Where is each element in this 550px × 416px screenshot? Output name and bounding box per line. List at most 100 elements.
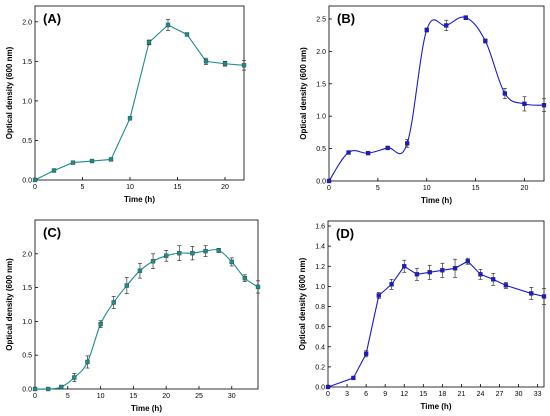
y-axis-label: Optical density (600 nm) — [299, 47, 308, 140]
x-tick-label: 0 — [327, 185, 331, 192]
data-point — [491, 277, 496, 282]
data-point — [242, 275, 248, 281]
x-tick-label: 20 — [221, 184, 229, 191]
panel-b: 0 5 10 15 20 0.0 0.5 1.0 1.5 2.0 2.5 Time (h) Optica… — [299, 5, 547, 205]
y-tick-label: 0.0 — [22, 387, 32, 394]
data-point — [405, 141, 410, 146]
data-point — [32, 386, 38, 392]
data-point — [376, 293, 381, 298]
y-tick-label: 1.4 — [315, 244, 325, 251]
data-point — [465, 259, 470, 264]
data-point — [72, 375, 77, 380]
y-tick-label: 0.5 — [22, 138, 32, 145]
data-point — [522, 101, 527, 107]
x-tick-label: 15 — [129, 393, 137, 400]
data-point — [541, 103, 547, 108]
data-point — [463, 15, 468, 20]
data-point — [229, 259, 234, 265]
data-point — [326, 178, 332, 184]
data-point — [146, 40, 152, 45]
data-point — [502, 91, 508, 96]
data-point — [444, 23, 449, 28]
x-tick-label: 5 — [81, 184, 85, 191]
x-axis-label: Time (h) — [124, 195, 155, 204]
data-point — [127, 116, 133, 121]
y-tick-label: 0.2 — [315, 364, 325, 371]
panel-label: (B) — [337, 11, 355, 26]
x-tick-label: 0 — [326, 391, 330, 398]
y-tick-label: 0.6 — [315, 324, 325, 331]
data-point — [365, 150, 371, 156]
plot-frame — [34, 5, 245, 181]
y-tick-label: 2.5 — [316, 16, 326, 23]
data-point — [108, 157, 114, 162]
x-tick-label: 9 — [383, 391, 387, 398]
x-tick-label: 15 — [174, 184, 182, 191]
data-point — [184, 32, 190, 37]
x-tick-label: 33 — [534, 391, 542, 398]
data-point — [414, 272, 420, 277]
plot-frame — [328, 5, 545, 182]
data-point — [216, 248, 221, 253]
y-axis-label: Optical density (600 nm) — [298, 257, 307, 350]
x-tick-label: 0 — [33, 184, 37, 191]
x-tick-label: 15 — [419, 391, 427, 398]
data-point — [478, 272, 483, 277]
x-tick-label: 30 — [228, 393, 236, 400]
data-point — [98, 321, 103, 327]
data-point — [424, 27, 429, 33]
x-tick-label: 27 — [496, 391, 504, 398]
y-tick-label: 0.0 — [316, 179, 326, 186]
y-tick-label: 0.0 — [22, 178, 32, 185]
data-point — [440, 268, 445, 273]
data-point — [402, 264, 407, 269]
data-point — [241, 63, 247, 68]
series-line — [328, 16, 545, 182]
x-tick-label: 10 — [423, 185, 431, 192]
x-tick-label: 25 — [195, 393, 203, 400]
y-tick-label: 0.4 — [315, 344, 325, 351]
data-point — [203, 248, 208, 254]
y-tick-label: 1.2 — [315, 264, 325, 271]
y-tick-label: 1.6 — [315, 224, 325, 231]
x-tick-label: 24 — [477, 391, 485, 398]
y-tick-label: 1.5 — [22, 59, 32, 66]
data-point — [541, 294, 547, 299]
y-tick-label: 1.0 — [22, 319, 32, 326]
x-tick-label: 21 — [458, 391, 466, 398]
y-tick-label: 1.0 — [316, 114, 326, 121]
panel-label: (A) — [43, 11, 61, 26]
data-point — [85, 359, 90, 365]
data-point — [45, 386, 51, 392]
y-tick-label: 0.8 — [315, 304, 325, 311]
x-axis-label: Time (h) — [421, 196, 452, 205]
y-tick-label: 1.0 — [22, 98, 32, 105]
x-axis-label: Time (h) — [421, 402, 452, 411]
plot-frame — [34, 219, 259, 390]
data-point — [89, 158, 95, 164]
panel-label: (D) — [336, 226, 354, 241]
x-tick-label: 5 — [66, 393, 70, 400]
y-tick-label: 1.5 — [316, 81, 326, 88]
data-point — [51, 168, 57, 173]
data-point — [111, 300, 116, 305]
data-point — [203, 59, 209, 64]
data-point — [529, 291, 534, 296]
data-point — [190, 250, 195, 256]
panel-d: 0 3 6 9 12 15 18 21 24 27 30 33 0.0 0.2 0.4 0.6 0.8 1.0 1.… — [298, 220, 547, 411]
x-tick-label: 20 — [521, 185, 529, 192]
x-tick-label: 18 — [438, 391, 446, 398]
data-point — [150, 259, 156, 264]
y-tick-label: 2.0 — [316, 49, 326, 56]
data-point — [32, 177, 38, 183]
series-line — [34, 24, 245, 181]
x-tick-label: 20 — [162, 393, 170, 400]
data-point — [124, 283, 129, 288]
x-tick-label: 0 — [33, 393, 37, 400]
data-point — [351, 375, 356, 381]
y-tick-label: 0.0 — [315, 385, 325, 392]
x-tick-label: 10 — [97, 393, 105, 400]
data-point — [389, 282, 394, 287]
data-point — [137, 268, 143, 273]
